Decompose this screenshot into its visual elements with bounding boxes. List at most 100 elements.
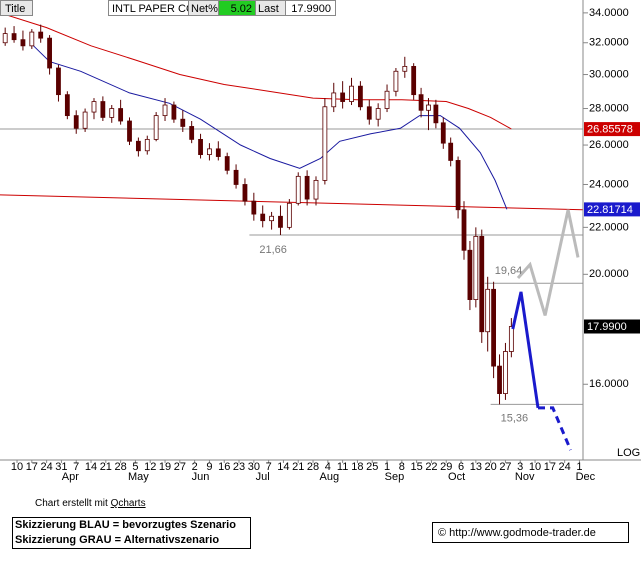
month-label: May bbox=[128, 471, 149, 483]
candle-body bbox=[433, 104, 439, 124]
candle-body bbox=[29, 31, 35, 47]
header-last-value: 17.9900 bbox=[291, 3, 331, 15]
candle-body bbox=[286, 202, 292, 228]
x-tick-label: 1 bbox=[576, 461, 582, 473]
y-tick-label: 24.0000 bbox=[589, 178, 629, 190]
candle-body bbox=[440, 122, 446, 144]
candle-body bbox=[357, 85, 363, 108]
candle-body bbox=[485, 288, 491, 333]
candle-body bbox=[64, 94, 70, 117]
x-tick-label: 22 bbox=[425, 461, 437, 473]
price-tag bbox=[584, 122, 640, 137]
candle-body bbox=[189, 126, 195, 140]
x-tick-label: 30 bbox=[248, 461, 260, 473]
y-tick-label: 30.0000 bbox=[589, 68, 629, 80]
candle-body bbox=[304, 175, 310, 200]
x-tick-label: 17 bbox=[544, 461, 556, 473]
credit: Chart erstellt mit Qcharts bbox=[35, 498, 146, 509]
x-tick-label: 27 bbox=[499, 461, 511, 473]
candle-body bbox=[198, 138, 203, 156]
candle-body bbox=[162, 104, 168, 117]
month-label: Aug bbox=[320, 471, 340, 483]
candle-body bbox=[144, 138, 150, 152]
candle-body bbox=[242, 184, 248, 202]
x-tick-label: 4 bbox=[325, 461, 331, 473]
month-label: Apr bbox=[62, 471, 79, 483]
header-title: Title bbox=[5, 3, 25, 15]
copyright[interactable]: © http://www.godmode-trader.de bbox=[438, 527, 596, 539]
candle-body bbox=[180, 118, 186, 127]
x-tick-label: 9 bbox=[206, 461, 212, 473]
candle-body bbox=[91, 101, 97, 113]
y-tick-label: 32.0000 bbox=[589, 37, 629, 49]
x-tick-label: 27 bbox=[174, 461, 186, 473]
line bbox=[29, 42, 508, 210]
x-tick-label: 25 bbox=[366, 461, 378, 473]
candle-body bbox=[269, 215, 274, 222]
legend-entry: Skizzierung BLAU = bevorzugtes Szenario bbox=[15, 519, 236, 531]
candle-body bbox=[2, 33, 8, 44]
candle-body bbox=[215, 148, 221, 157]
x-tick-label: 12 bbox=[144, 461, 156, 473]
candle-body bbox=[47, 37, 52, 69]
plot-area bbox=[0, 12, 584, 451]
header-cell bbox=[285, 0, 336, 16]
level-label: 15,36 bbox=[501, 412, 529, 424]
x-tick-label: 21 bbox=[100, 461, 112, 473]
x-tick-label: 23 bbox=[233, 461, 245, 473]
candle-body bbox=[508, 326, 514, 352]
month-label: Jun bbox=[192, 471, 210, 483]
x-tick-label: 29 bbox=[440, 461, 452, 473]
price-tag-label: 26.85578 bbox=[587, 123, 633, 135]
y-tick-label: 34.0000 bbox=[589, 7, 629, 19]
candle-body bbox=[251, 200, 257, 215]
line bbox=[516, 209, 580, 316]
candle-body bbox=[473, 235, 479, 300]
month-label: Dec bbox=[576, 471, 596, 483]
y-tick-label: 28.0000 bbox=[589, 102, 629, 114]
x-tick-label: 28 bbox=[307, 461, 319, 473]
candle-body bbox=[375, 108, 381, 120]
candle-body bbox=[73, 115, 79, 129]
copyright-box bbox=[432, 522, 629, 543]
candle-body bbox=[455, 160, 461, 211]
candle-body bbox=[340, 92, 346, 102]
header-net-value: 5.02 bbox=[231, 3, 252, 15]
month-label: Oct bbox=[448, 471, 465, 483]
candle-body bbox=[100, 101, 106, 118]
x-tick-label: 11 bbox=[337, 461, 348, 473]
candle-body bbox=[278, 215, 283, 228]
candle-body bbox=[503, 351, 508, 394]
x-tick-label: 18 bbox=[351, 461, 363, 473]
x-tick-label: 7 bbox=[266, 461, 272, 473]
x-tick-label: 7 bbox=[73, 461, 79, 473]
line bbox=[0, 194, 584, 211]
credit-link[interactable]: Qcharts bbox=[111, 498, 146, 509]
candle-body bbox=[109, 108, 115, 118]
candle-body bbox=[411, 65, 417, 96]
header-net-label: Net% bbox=[191, 3, 218, 15]
x-tick-label: 15 bbox=[411, 461, 423, 473]
legend-box bbox=[12, 517, 251, 549]
candle-body bbox=[224, 156, 230, 171]
header-name: INTL PAPER CO bbox=[112, 3, 195, 15]
scale-label: LOG bbox=[617, 447, 640, 459]
x-tick-label: 8 bbox=[399, 461, 405, 473]
candle-body bbox=[295, 175, 301, 204]
x-tick-label: 24 bbox=[40, 461, 52, 473]
x-tick-label: 17 bbox=[26, 461, 38, 473]
x-tick-label: 19 bbox=[159, 461, 171, 473]
candle-body bbox=[491, 288, 497, 367]
candle-body bbox=[153, 115, 159, 140]
x-tick-label: 10 bbox=[11, 461, 23, 473]
x-tick-label: 20 bbox=[485, 461, 497, 473]
candle-body bbox=[56, 67, 61, 96]
candle-body bbox=[426, 104, 431, 111]
candle-body bbox=[118, 108, 124, 122]
x-tick-label: 14 bbox=[85, 461, 97, 473]
level-label: 19,64 bbox=[495, 265, 523, 277]
y-tick-label: 20.0000 bbox=[589, 268, 629, 280]
candle-body bbox=[11, 33, 17, 41]
x-tick-label: 16 bbox=[218, 461, 230, 473]
